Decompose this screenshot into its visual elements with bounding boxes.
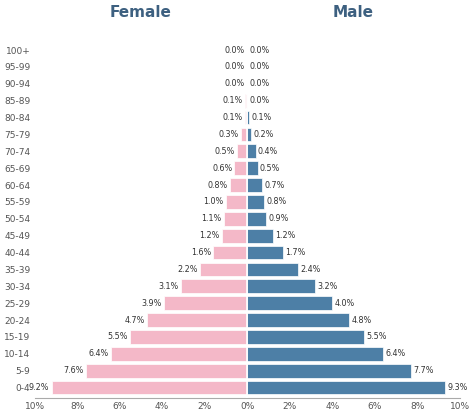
Text: 0.0%: 0.0% [224,63,245,71]
Text: 1.6%: 1.6% [191,248,211,257]
Bar [164,296,247,310]
Text: 0.0%: 0.0% [224,46,245,55]
Text: 7.7%: 7.7% [413,366,434,375]
Bar [247,229,273,243]
Text: 0.6%: 0.6% [212,164,232,173]
Bar [247,381,445,395]
Text: 0.1%: 0.1% [223,96,243,105]
Text: 0.2%: 0.2% [254,130,274,139]
Text: 5.5%: 5.5% [108,332,128,342]
Bar [247,144,255,158]
Bar [130,330,247,344]
Bar [247,313,349,327]
Text: 1.2%: 1.2% [275,231,295,240]
Text: 9.3%: 9.3% [447,383,467,392]
Bar [222,229,247,243]
Text: 0.9%: 0.9% [268,214,289,223]
Text: 0.0%: 0.0% [250,79,270,88]
Text: 1.7%: 1.7% [285,248,306,257]
Text: 3.1%: 3.1% [159,282,179,291]
Bar [147,313,247,327]
Text: 1.1%: 1.1% [201,214,222,223]
Text: 3.2%: 3.2% [317,282,337,291]
Text: 1.0%: 1.0% [203,198,224,206]
Bar [201,263,247,276]
Bar [245,111,247,124]
Bar [226,195,247,209]
Bar [213,246,247,259]
Bar [247,127,251,142]
Text: 7.6%: 7.6% [63,366,83,375]
Text: 1.2%: 1.2% [199,231,219,240]
Text: 0.1%: 0.1% [223,113,243,122]
Text: 0.0%: 0.0% [250,46,270,55]
Bar [247,364,411,378]
Bar [247,246,283,259]
Text: 0.8%: 0.8% [208,181,228,190]
Text: 2.2%: 2.2% [178,265,198,274]
Text: 0.8%: 0.8% [266,198,287,206]
Text: Female: Female [110,5,172,20]
Bar [86,364,247,378]
Text: 3.9%: 3.9% [142,299,162,308]
Text: 0.0%: 0.0% [224,79,245,88]
Bar [111,347,247,361]
Text: 2.4%: 2.4% [301,265,321,274]
Bar [247,347,383,361]
Bar [237,144,247,158]
Bar [241,127,247,142]
Bar [247,279,315,293]
Bar [52,381,247,395]
Bar [247,263,298,276]
Bar [247,195,264,209]
Text: 0.0%: 0.0% [250,63,270,71]
Bar [224,212,247,226]
Bar [230,178,247,192]
Bar [247,178,262,192]
Text: 6.4%: 6.4% [89,349,109,358]
Text: 0.4%: 0.4% [258,147,278,156]
Text: 4.0%: 4.0% [334,299,355,308]
Text: 5.5%: 5.5% [366,332,387,342]
Text: 4.7%: 4.7% [125,315,145,325]
Text: 9.2%: 9.2% [29,383,49,392]
Text: 6.4%: 6.4% [385,349,406,358]
Bar [247,111,249,124]
Bar [245,94,247,107]
Text: 0.7%: 0.7% [264,181,284,190]
Text: Male: Male [333,5,374,20]
Bar [247,212,266,226]
Bar [181,279,247,293]
Bar [247,330,364,344]
Bar [235,161,247,175]
Text: 0.3%: 0.3% [219,130,239,139]
Bar [247,161,258,175]
Text: 4.8%: 4.8% [351,315,372,325]
Text: 0.5%: 0.5% [214,147,235,156]
Text: 0.5%: 0.5% [260,164,280,173]
Bar [247,296,332,310]
Text: 0.0%: 0.0% [250,96,270,105]
Text: 0.1%: 0.1% [251,113,272,122]
